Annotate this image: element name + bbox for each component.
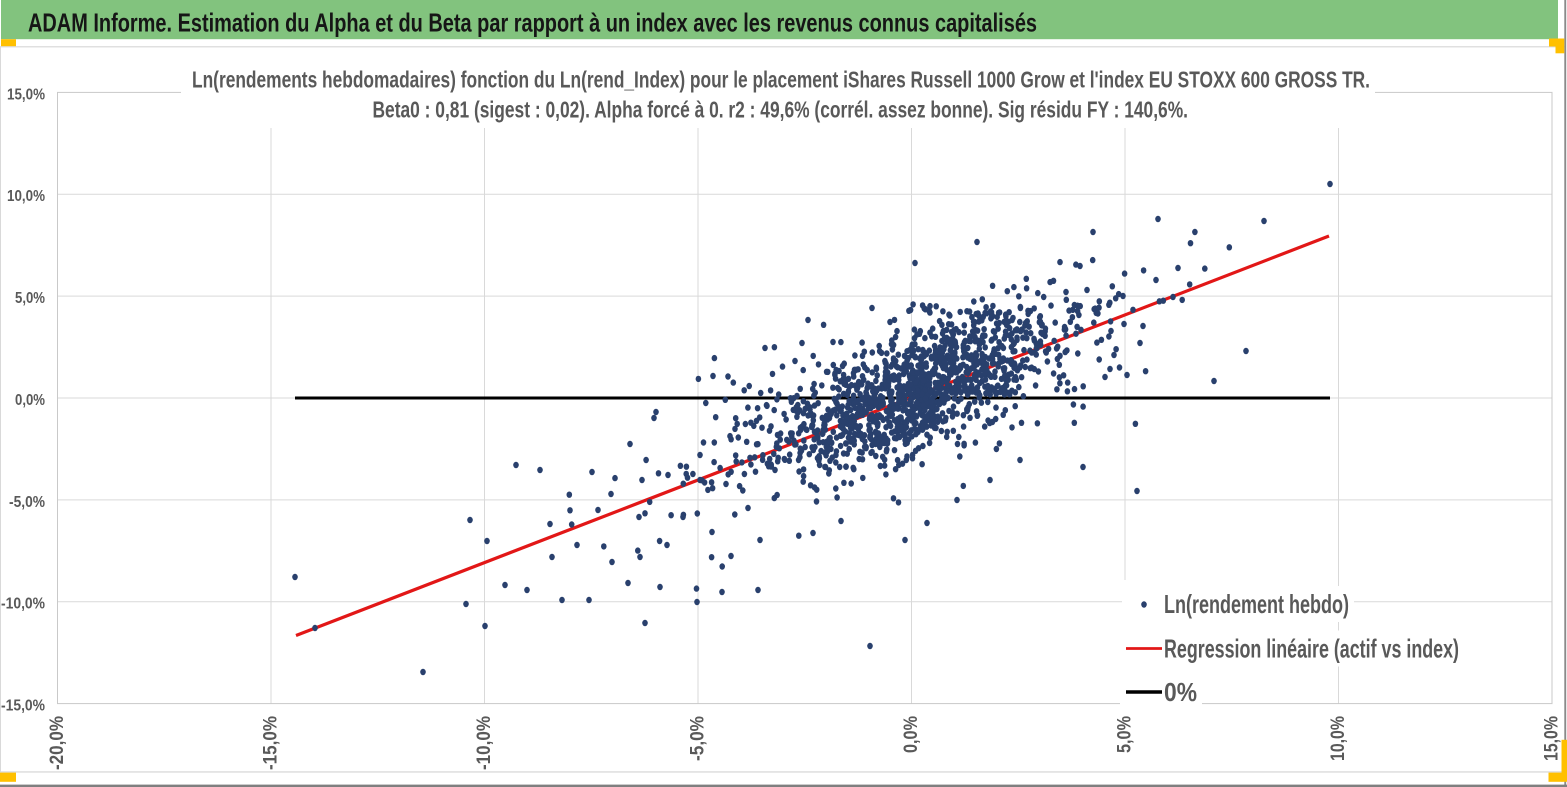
svg-text:-10,0%: -10,0% xyxy=(474,716,495,770)
svg-text:0,0%: 0,0% xyxy=(15,392,45,409)
svg-text:Ln(rendement hebdo): Ln(rendement hebdo) xyxy=(1164,589,1349,619)
svg-text:5,0%: 5,0% xyxy=(1115,716,1136,753)
svg-text:15,0%: 15,0% xyxy=(7,86,45,103)
svg-text:-5,0%: -5,0% xyxy=(9,494,45,511)
svg-text:-10,0%: -10,0% xyxy=(1,596,45,613)
svg-text:15,0%: 15,0% xyxy=(1542,716,1563,761)
svg-text:Regression linéaire (actif vs: Regression linéaire (actif vs index) xyxy=(1164,634,1459,664)
svg-text:5,0%: 5,0% xyxy=(15,290,45,307)
svg-text:Ln(rendements hebdomadaires) f: Ln(rendements hebdomadaires) fonction du… xyxy=(192,67,1370,93)
svg-text:0,0%: 0,0% xyxy=(901,716,922,753)
svg-text:-15,0%: -15,0% xyxy=(261,716,282,770)
svg-text:-15,0%: -15,0% xyxy=(1,698,45,715)
svg-text:-5,0%: -5,0% xyxy=(688,716,709,761)
svg-text:10,0%: 10,0% xyxy=(7,188,45,205)
svg-text:Beta0 : 0,81 (sigest : 0,02).: Beta0 : 0,81 (sigest : 0,02). Alpha forc… xyxy=(373,97,1189,123)
svg-text:0%: 0% xyxy=(1164,677,1197,707)
svg-text:-20,0%: -20,0% xyxy=(47,716,68,770)
svg-text:ADAM Informe. Estimation du Al: ADAM Informe. Estimation du Alpha et du … xyxy=(28,8,1037,38)
svg-text:10,0%: 10,0% xyxy=(1328,716,1349,761)
